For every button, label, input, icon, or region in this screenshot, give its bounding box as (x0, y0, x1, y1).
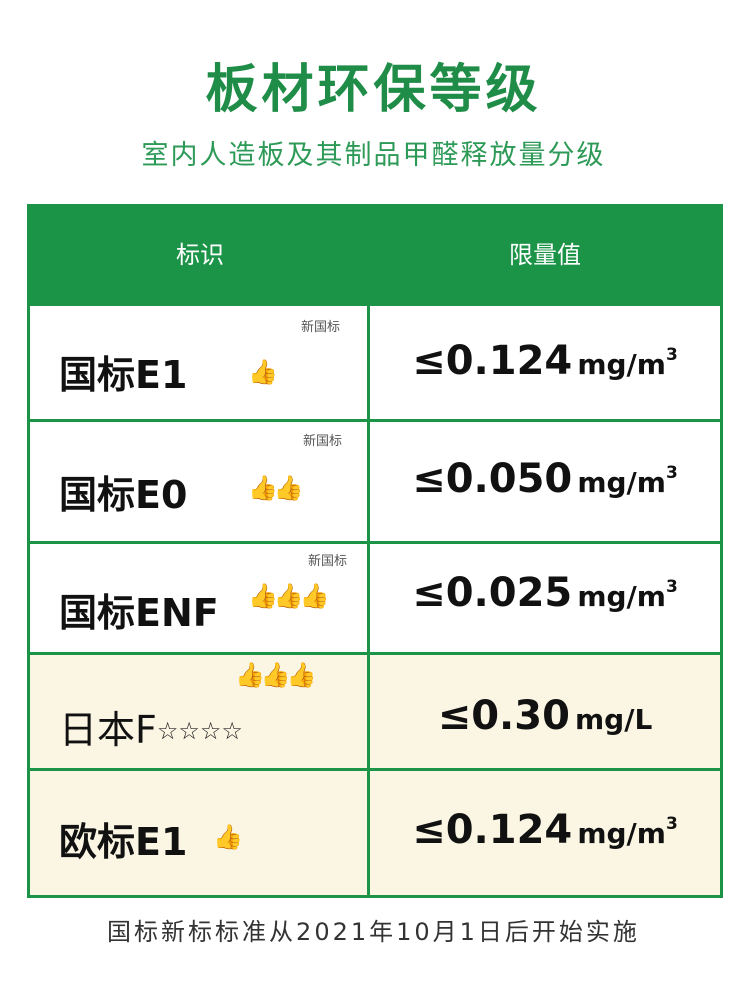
limit-value: ≤0.124 mg/m3 (412, 338, 678, 384)
table-row: 新国标 国标E0 👍👍 ≤0.050 mg/m3 (30, 422, 720, 541)
table-row: 👍👍👍 日本F☆☆☆☆ ≤0.30 mg/L (30, 655, 720, 768)
grade-cell: 新国标 国标ENF 👍👍👍 (30, 544, 367, 652)
limit-cell: ≤0.30 mg/L (370, 655, 720, 768)
grade-label: 欧标E1 (59, 820, 188, 864)
limit-cell: ≤0.124 mg/m3 (370, 771, 720, 895)
new-standard-tag: 新国标 (303, 434, 343, 449)
limit-cell: ≤0.124 mg/m3 (370, 306, 720, 419)
page-title: 板材环保等级 (205, 60, 542, 120)
limit-cell: ≤0.025 mg/m3 (370, 544, 720, 652)
thumbs-up-icon: 👍👍👍 (235, 661, 317, 689)
grade-cell: 👍👍👍 日本F☆☆☆☆ (30, 655, 367, 768)
limit-value: ≤0.124 mg/m3 (412, 807, 678, 853)
header-limit-column: 限量值 (509, 241, 581, 269)
limit-value: ≤0.050 mg/m3 (412, 456, 678, 502)
table-row: 新国标 国标E1 👍 ≤0.124 mg/m3 (30, 306, 720, 419)
grade-label: 国标E0 (59, 473, 188, 517)
page-subtitle: 室内人造板及其制品甲醛释放量分级 (141, 140, 606, 171)
limit-value: ≤0.025 mg/m3 (412, 570, 678, 616)
footnote: 国标新标标准从2021年10月1日后开始实施 (107, 918, 640, 946)
grade-cell: 欧标E1 👍 (30, 771, 367, 895)
limit-value: ≤0.30 mg/L (437, 693, 653, 739)
grade-cell: 新国标 国标E1 👍 (30, 306, 367, 419)
thumbs-up-icon: 👍👍 (248, 474, 304, 502)
table-row: 欧标E1 👍 ≤0.124 mg/m3 (30, 771, 720, 895)
new-standard-tag: 新国标 (308, 554, 348, 569)
header-label-column: 标识 (176, 241, 224, 269)
grade-label: 日本F☆☆☆☆ (59, 708, 243, 752)
thumbs-up-icon: 👍👍👍 (248, 582, 330, 610)
star-rating-icon: ☆☆☆☆ (156, 717, 243, 745)
table-row: 新国标 国标ENF 👍👍👍 ≤0.025 mg/m3 (30, 544, 720, 652)
thumbs-up-icon: 👍 (213, 823, 243, 851)
grade-cell: 新国标 国标E0 👍👍 (30, 422, 367, 541)
new-standard-tag: 新国标 (301, 320, 341, 335)
limit-cell: ≤0.050 mg/m3 (370, 422, 720, 541)
thumbs-up-icon: 👍 (248, 358, 278, 386)
table-header: 标识 限量值 (30, 207, 720, 303)
grade-label: 国标E1 (59, 353, 188, 397)
formaldehyde-grade-table: 标识 限量值 新国标 国标E1 👍 ≤0.124 mg/m3 新国标 国标E0 … (27, 204, 723, 898)
grade-label: 国标ENF (59, 591, 219, 635)
